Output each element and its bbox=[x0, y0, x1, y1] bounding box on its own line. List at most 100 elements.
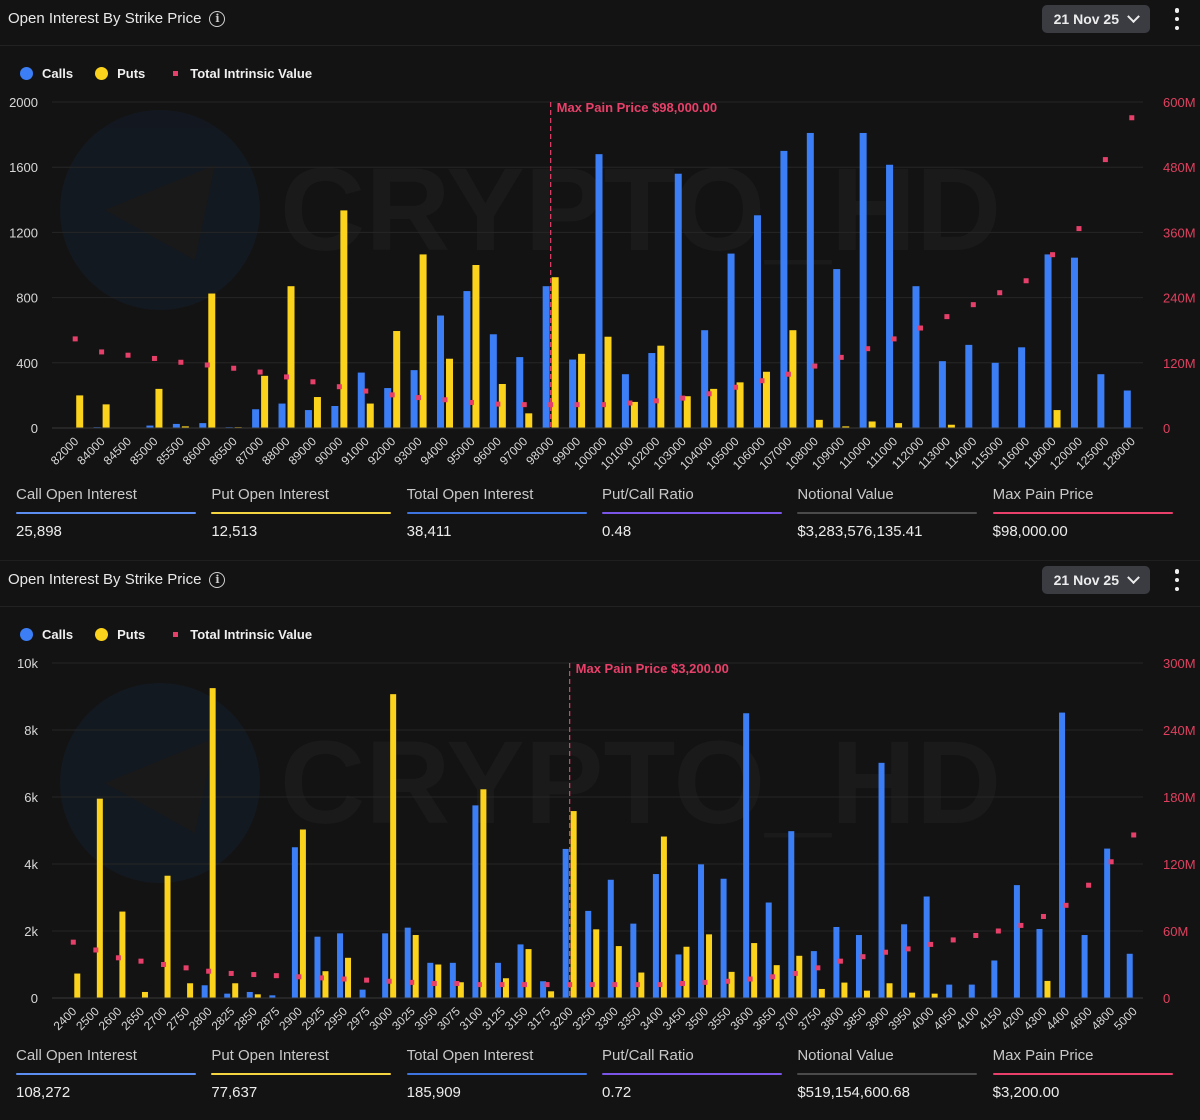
intrinsic-value-point[interactable] bbox=[1131, 832, 1137, 838]
calls-bar[interactable] bbox=[991, 960, 998, 998]
intrinsic-value-point[interactable] bbox=[1063, 902, 1069, 908]
puts-bar[interactable] bbox=[895, 423, 903, 428]
calls-bar[interactable] bbox=[630, 923, 637, 998]
calls-bar[interactable] bbox=[652, 874, 659, 998]
puts-bar[interactable] bbox=[841, 982, 848, 998]
puts-bar[interactable] bbox=[683, 396, 691, 428]
intrinsic-value-point[interactable] bbox=[944, 314, 950, 320]
puts-bar[interactable] bbox=[660, 836, 667, 998]
info-icon[interactable]: i bbox=[209, 10, 226, 27]
calls-bar[interactable] bbox=[1126, 953, 1133, 998]
legend-item-intrinsic[interactable]: Total Intrinsic Value bbox=[167, 66, 312, 81]
intrinsic-value-point[interactable] bbox=[837, 958, 843, 964]
intrinsic-value-point[interactable] bbox=[364, 977, 370, 983]
puts-bar[interactable] bbox=[390, 694, 397, 998]
calls-bar[interactable] bbox=[1059, 712, 1066, 998]
calls-bar[interactable] bbox=[331, 405, 339, 428]
intrinsic-value-point[interactable] bbox=[589, 982, 595, 988]
puts-bar[interactable] bbox=[868, 421, 876, 428]
intrinsic-value-point[interactable] bbox=[363, 388, 369, 394]
puts-bar[interactable] bbox=[164, 875, 171, 998]
calls-bar[interactable] bbox=[463, 291, 471, 428]
puts-bar[interactable] bbox=[96, 798, 103, 998]
intrinsic-value-point[interactable] bbox=[917, 325, 923, 331]
intrinsic-value-point[interactable] bbox=[612, 982, 618, 988]
calls-bar[interactable] bbox=[427, 962, 434, 998]
puts-bar[interactable] bbox=[76, 395, 84, 428]
intrinsic-value-point[interactable] bbox=[1102, 157, 1108, 163]
intrinsic-value-point[interactable] bbox=[995, 928, 1001, 934]
puts-bar[interactable] bbox=[762, 371, 770, 428]
puts-bar[interactable] bbox=[480, 789, 487, 998]
puts-bar[interactable] bbox=[815, 419, 823, 428]
calls-bar[interactable] bbox=[489, 334, 497, 428]
puts-bar[interactable] bbox=[789, 330, 797, 428]
calls-bar[interactable] bbox=[1070, 257, 1078, 428]
calls-bar[interactable] bbox=[833, 269, 841, 428]
puts-bar[interactable] bbox=[736, 382, 744, 428]
puts-bar[interactable] bbox=[208, 293, 216, 428]
puts-bar[interactable] bbox=[472, 265, 480, 428]
puts-bar[interactable] bbox=[1044, 980, 1051, 998]
calls-bar[interactable] bbox=[698, 864, 705, 998]
calls-bar[interactable] bbox=[540, 981, 547, 998]
calls-bar[interactable] bbox=[806, 132, 814, 428]
intrinsic-value-point[interactable] bbox=[1108, 859, 1114, 865]
intrinsic-value-point[interactable] bbox=[657, 982, 663, 988]
puts-bar[interactable] bbox=[548, 991, 555, 998]
intrinsic-value-point[interactable] bbox=[442, 397, 448, 403]
calls-bar[interactable] bbox=[965, 344, 973, 428]
puts-bar[interactable] bbox=[74, 973, 81, 998]
calls-bar[interactable] bbox=[199, 423, 207, 428]
intrinsic-value-point[interactable] bbox=[231, 365, 237, 371]
calls-bar[interactable] bbox=[720, 878, 727, 998]
intrinsic-value-point[interactable] bbox=[416, 395, 422, 401]
intrinsic-value-point[interactable] bbox=[891, 336, 897, 342]
puts-bar[interactable] bbox=[728, 971, 735, 998]
calls-bar[interactable] bbox=[607, 879, 614, 998]
puts-bar[interactable] bbox=[435, 964, 442, 999]
intrinsic-value-point[interactable] bbox=[634, 982, 640, 988]
intrinsic-value-point[interactable] bbox=[770, 974, 776, 980]
intrinsic-value-point[interactable] bbox=[251, 972, 257, 978]
puts-bar[interactable] bbox=[578, 353, 586, 428]
puts-bar[interactable] bbox=[209, 688, 216, 998]
puts-bar[interactable] bbox=[345, 957, 352, 998]
calls-bar[interactable] bbox=[1018, 347, 1026, 428]
calls-bar[interactable] bbox=[859, 132, 867, 428]
intrinsic-value-point[interactable] bbox=[653, 398, 659, 404]
puts-bar[interactable] bbox=[322, 971, 329, 998]
calls-bar[interactable] bbox=[494, 962, 501, 998]
calls-bar[interactable] bbox=[946, 984, 953, 998]
intrinsic-value-point[interactable] bbox=[574, 402, 580, 408]
intrinsic-value-point[interactable] bbox=[521, 402, 527, 408]
legend-item-calls[interactable]: Calls bbox=[20, 66, 73, 81]
intrinsic-value-point[interactable] bbox=[785, 371, 791, 377]
puts-bar[interactable] bbox=[155, 388, 163, 428]
intrinsic-value-point[interactable] bbox=[296, 974, 302, 980]
intrinsic-value-point[interactable] bbox=[1050, 252, 1056, 258]
intrinsic-value-point[interactable] bbox=[468, 399, 474, 405]
intrinsic-value-point[interactable] bbox=[567, 982, 573, 988]
intrinsic-value-point[interactable] bbox=[161, 962, 167, 967]
puts-bar[interactable] bbox=[419, 254, 427, 428]
puts-bar[interactable] bbox=[863, 990, 870, 998]
calls-bar[interactable] bbox=[991, 362, 999, 428]
calls-bar[interactable] bbox=[404, 927, 411, 998]
calls-bar[interactable] bbox=[1123, 390, 1131, 428]
intrinsic-value-point[interactable] bbox=[228, 970, 234, 976]
intrinsic-value-point[interactable] bbox=[476, 982, 482, 988]
calls-bar[interactable] bbox=[542, 286, 550, 428]
calls-bar[interactable] bbox=[923, 896, 930, 998]
puts-bar[interactable] bbox=[947, 424, 955, 428]
intrinsic-value-point[interactable] bbox=[310, 379, 316, 385]
calls-bar[interactable] bbox=[269, 995, 276, 998]
puts-bar[interactable] bbox=[340, 210, 348, 428]
intrinsic-value-point[interactable] bbox=[1040, 913, 1046, 919]
intrinsic-value-point[interactable] bbox=[601, 402, 606, 408]
intrinsic-value-point[interactable] bbox=[72, 336, 78, 342]
legend-item-intrinsic[interactable]: Total Intrinsic Value bbox=[167, 627, 312, 642]
intrinsic-value-point[interactable] bbox=[386, 978, 392, 984]
calls-bar[interactable] bbox=[172, 423, 180, 428]
calls-bar[interactable] bbox=[562, 848, 569, 998]
